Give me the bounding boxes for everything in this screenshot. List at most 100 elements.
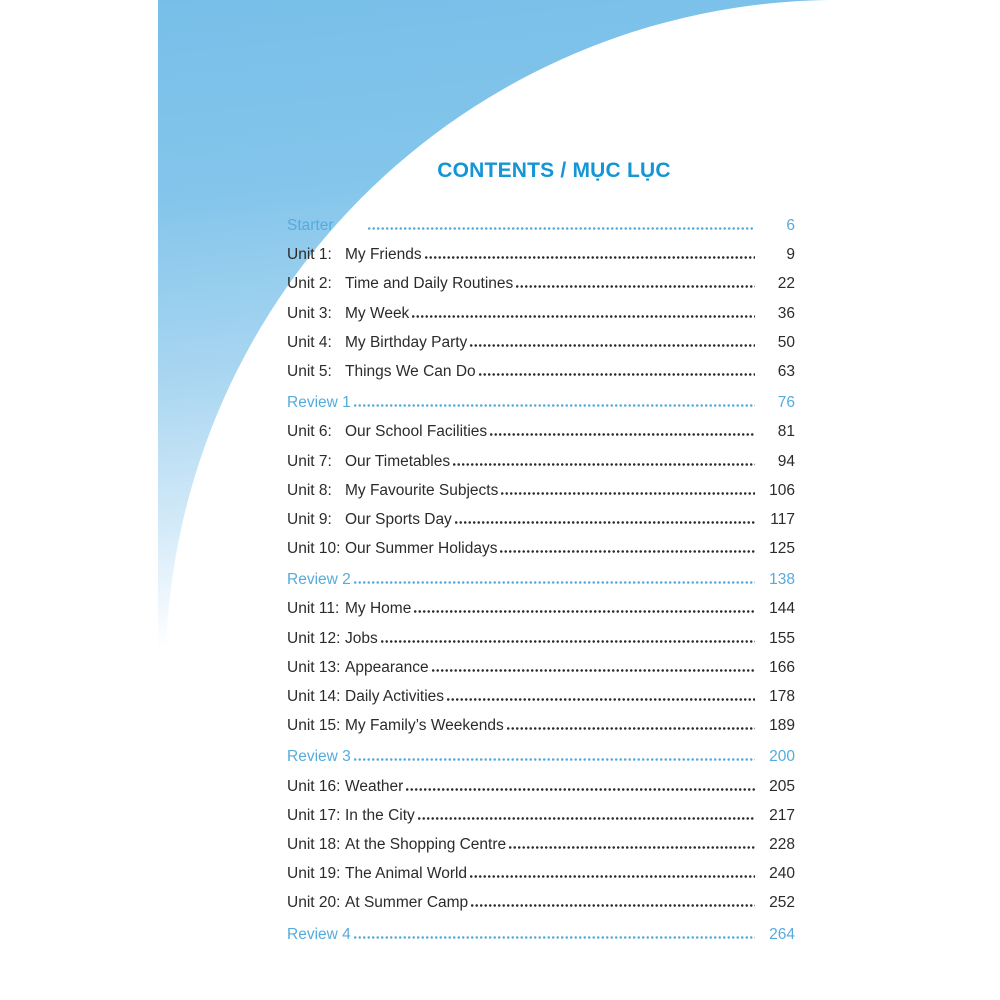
toc-entry-label: Unit 14: (287, 688, 341, 705)
toc-row: Review 1 76 (287, 388, 795, 417)
toc-entry-title: Our Timetables (345, 452, 451, 470)
toc-entry-page-number: 50 (777, 333, 795, 351)
toc-entry-title: Jobs (345, 629, 378, 647)
toc-entry-page-number: 36 (777, 304, 795, 322)
toc-entry-page-number: 125 (769, 540, 795, 558)
toc-row: Review 4 264 (287, 920, 795, 949)
dot-leader (454, 520, 755, 524)
dot-leader (516, 285, 755, 289)
toc-entry-title: My Friends (345, 246, 422, 264)
toc-entry-label: Unit 1: (287, 246, 332, 264)
dot-leader (490, 433, 755, 437)
toc-entry-label: Unit 9: (287, 510, 332, 528)
toc-entry-label: Unit 19: (287, 865, 341, 883)
toc-entry-page-number: 144 (769, 600, 795, 618)
blue-corner-decoration (158, 0, 846, 660)
toc-entry-label: Unit 5: (287, 362, 332, 380)
toc-entry-page-number: 81 (777, 423, 795, 441)
toc-row: Unit 16: Weather 205 (287, 772, 795, 801)
toc-entry-title: The Animal World (345, 865, 468, 883)
toc-entry-title: My Family’s Weekends (345, 717, 504, 735)
page-title: CONTENTS / MỤC LỤC (437, 159, 671, 182)
toc-entry-page-number: 138 (769, 571, 795, 589)
toc-entry-page-number: 106 (769, 481, 795, 499)
toc-row: Unit 9: Our Sports Day 117 (287, 505, 795, 534)
toc-entry-page-number: 6 (786, 217, 795, 234)
toc-entry-label: Unit 11: (287, 600, 340, 618)
dot-leader (353, 581, 755, 585)
toc-entry-label: Unit 17: (287, 806, 341, 824)
toc-entry-label: Review 4 (287, 925, 351, 943)
toc-list: Starter 6 Unit 1: My Friends 9 Unit 2: T… (287, 211, 795, 949)
toc-entry-label: Unit 20: (287, 894, 341, 912)
toc-entry-page-number: 205 (769, 777, 795, 795)
toc-row: Unit 5: Things We Can Do 63 (287, 357, 795, 386)
book-page: CONTENTS / MỤC LỤC Starter 6 Unit 1: My … (158, 0, 1000, 1000)
toc-entry-page-number: 117 (770, 510, 795, 528)
dot-leader (380, 639, 755, 643)
dot-leader (406, 787, 755, 791)
toc-row: Starter 6 (287, 211, 795, 240)
toc-entry-page-number: 22 (777, 275, 795, 293)
dot-leader (424, 256, 755, 260)
dot-leader (470, 343, 755, 347)
toc-entry-page-number: 217 (769, 806, 795, 824)
dot-leader (431, 668, 755, 672)
toc-row: Unit 19: The Animal World 240 (287, 859, 795, 888)
toc-entry-title: My Birthday Party (345, 333, 468, 351)
toc-entry-page-number: 63 (777, 362, 795, 380)
toc-entry-title: Our Sports Day (345, 510, 452, 528)
dot-leader (353, 758, 755, 762)
dot-leader (501, 491, 755, 495)
toc-entry-title: Our Summer Holidays (345, 540, 498, 558)
toc-entry-page-number: 9 (786, 246, 795, 264)
toc-entry-page-number: 76 (777, 394, 795, 412)
toc-entry-title: My Week (345, 304, 410, 322)
dot-leader (506, 727, 755, 731)
toc-row: Unit 10: Our Summer Holidays 125 (287, 534, 795, 563)
dot-leader (478, 372, 755, 376)
toc-entry-label: Unit 12: (287, 629, 341, 647)
dot-leader (470, 875, 755, 879)
dot-leader (417, 816, 755, 820)
toc-row: Unit 12: Jobs 155 (287, 624, 795, 653)
toc-entry-label: Unit 13: (287, 658, 341, 676)
toc-row: Unit 3: My Week 36 (287, 299, 795, 328)
toc-entry-label: Unit 10: (287, 540, 341, 558)
toc-entry-page-number: 166 (769, 658, 795, 676)
toc-row: Unit 1: My Friends 9 (287, 240, 795, 269)
dot-leader (353, 935, 755, 939)
toc-entry-title: In the City (345, 806, 415, 824)
toc-entry-title: Appearance (345, 658, 429, 676)
dot-leader (367, 227, 755, 230)
toc-entry-title: Things We Can Do (345, 362, 476, 380)
dot-leader (353, 404, 755, 408)
toc-row: Unit 14: Daily Activities 178 (287, 682, 795, 711)
toc-entry-label: Starter (287, 217, 334, 234)
toc-row: Review 3 200 (287, 742, 795, 771)
toc-row: Unit 7: Our Timetables 94 (287, 447, 795, 476)
toc-entry-page-number: 252 (769, 894, 795, 912)
toc-entry-label: Unit 8: (287, 481, 332, 499)
toc-entry-title: Daily Activities (345, 688, 445, 705)
toc-row: Unit 4: My Birthday Party 50 (287, 328, 795, 357)
dot-leader (412, 314, 755, 318)
toc-entry-page-number: 94 (777, 452, 795, 470)
toc-entry-label: Review 2 (287, 571, 351, 589)
toc-entry-label: Unit 2: (287, 275, 332, 293)
toc-entry-label: Unit 3: (287, 304, 332, 322)
toc-row: Unit 18: At the Shopping Centre 228 (287, 830, 795, 859)
dot-leader (414, 610, 755, 614)
toc-entry-label: Unit 7: (287, 452, 332, 470)
toc-entry-label: Unit 4: (287, 333, 332, 351)
toc-entry-page-number: 189 (769, 717, 795, 735)
toc-row: Unit 2: Time and Daily Routines 22 (287, 269, 795, 298)
toc-entry-page-number: 155 (769, 629, 795, 647)
toc-entry-title: At the Shopping Centre (345, 835, 507, 853)
dot-leader (453, 462, 755, 466)
toc-entry-page-number: 240 (769, 865, 795, 883)
toc-entry-page-number: 200 (769, 748, 795, 766)
toc-row: Unit 20: At Summer Camp 252 (287, 888, 795, 917)
toc-entry-title: Weather (345, 777, 404, 795)
dot-leader (509, 845, 755, 849)
